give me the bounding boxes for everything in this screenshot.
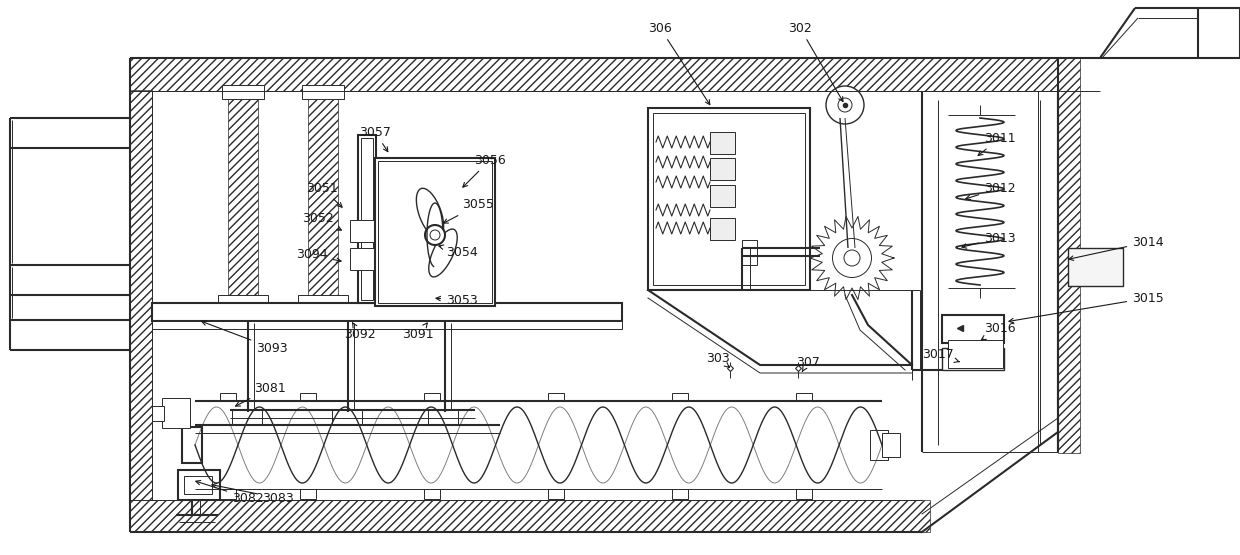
Bar — [378, 161, 492, 303]
Text: 3054: 3054 — [439, 245, 477, 259]
Bar — [1058, 58, 1080, 453]
Text: 3014: 3014 — [1069, 235, 1164, 260]
Text: 3092: 3092 — [345, 323, 376, 341]
Text: 3017: 3017 — [923, 349, 960, 362]
Bar — [182, 427, 202, 463]
Bar — [711, 132, 735, 154]
Text: 307: 307 — [796, 356, 820, 371]
Text: 3011: 3011 — [978, 132, 1016, 155]
Bar — [153, 303, 622, 321]
Bar — [882, 433, 900, 457]
Bar — [796, 489, 812, 499]
Text: 302: 302 — [789, 22, 843, 102]
Bar — [649, 108, 810, 290]
Bar — [949, 340, 1003, 368]
Text: 3093: 3093 — [202, 321, 288, 355]
Bar — [548, 393, 564, 401]
Bar — [219, 489, 236, 499]
Bar — [672, 393, 688, 401]
Text: 3016: 3016 — [981, 321, 1016, 340]
Bar — [332, 410, 362, 425]
Text: 3052: 3052 — [303, 211, 341, 230]
Text: 3015: 3015 — [1009, 291, 1164, 323]
Text: 3094: 3094 — [296, 249, 341, 263]
Bar — [219, 393, 236, 401]
Bar — [796, 393, 812, 401]
Bar — [942, 315, 1004, 343]
Bar — [184, 476, 212, 494]
Bar — [942, 348, 1004, 370]
Text: 3083: 3083 — [212, 483, 294, 504]
Bar — [1068, 248, 1123, 286]
Bar — [361, 138, 373, 300]
Text: 3055: 3055 — [444, 199, 494, 223]
Bar — [870, 430, 888, 460]
Bar — [653, 113, 805, 285]
Bar — [303, 85, 343, 99]
Text: 3012: 3012 — [966, 181, 1016, 200]
Bar — [300, 489, 316, 499]
Bar — [222, 85, 264, 99]
Bar — [742, 240, 756, 265]
Circle shape — [844, 250, 861, 266]
Bar — [153, 406, 164, 421]
Bar — [672, 489, 688, 499]
Bar — [350, 248, 384, 270]
Bar — [162, 398, 190, 428]
Text: 3013: 3013 — [962, 231, 1016, 248]
Text: 3056: 3056 — [463, 154, 506, 187]
Bar — [428, 410, 458, 425]
Bar — [228, 91, 258, 303]
Text: 3091: 3091 — [402, 323, 434, 341]
Bar — [130, 500, 930, 532]
Text: 306: 306 — [649, 22, 709, 105]
Text: 3082: 3082 — [196, 481, 264, 504]
Bar — [179, 470, 219, 500]
Bar — [130, 58, 1061, 91]
Bar — [300, 393, 316, 401]
Bar — [374, 158, 495, 306]
Bar — [298, 295, 348, 307]
Bar — [350, 220, 384, 242]
Bar — [711, 185, 735, 207]
Bar — [308, 91, 339, 303]
Text: 3051: 3051 — [306, 181, 342, 207]
Bar — [711, 218, 735, 240]
Ellipse shape — [417, 188, 444, 238]
Text: 3081: 3081 — [236, 381, 286, 406]
Circle shape — [838, 98, 852, 112]
Bar — [218, 295, 268, 307]
Bar — [548, 489, 564, 499]
Text: 3053: 3053 — [436, 294, 477, 306]
Text: 3057: 3057 — [360, 125, 391, 152]
Text: 303: 303 — [706, 351, 730, 367]
Circle shape — [826, 86, 864, 124]
Bar — [711, 158, 735, 180]
Bar — [130, 90, 153, 500]
Bar — [232, 410, 262, 425]
Bar — [358, 135, 376, 303]
Circle shape — [430, 230, 440, 240]
Circle shape — [425, 225, 445, 245]
Circle shape — [832, 239, 872, 278]
Ellipse shape — [429, 229, 458, 277]
Bar — [153, 321, 622, 329]
Bar — [424, 489, 440, 499]
Bar — [424, 393, 440, 401]
